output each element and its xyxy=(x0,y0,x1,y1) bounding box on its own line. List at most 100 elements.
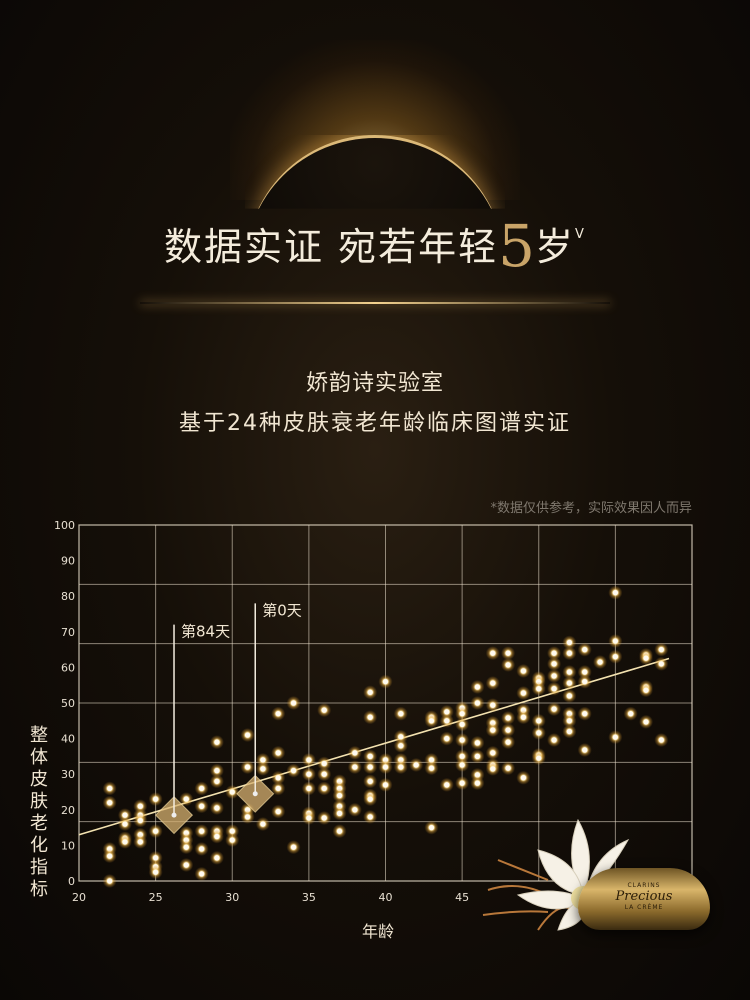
data-point xyxy=(214,778,220,784)
data-point xyxy=(566,718,573,724)
data-point xyxy=(367,796,373,802)
data-point xyxy=(566,680,573,686)
annotation-label: 第0天 xyxy=(262,601,302,619)
data-point xyxy=(612,638,618,644)
data-point xyxy=(444,736,450,742)
data-point xyxy=(643,719,649,725)
data-point xyxy=(474,753,481,760)
y-tick-label: 70 xyxy=(61,626,75,639)
subtitle-lab: 娇韵诗实验室 xyxy=(305,371,444,396)
data-point xyxy=(137,817,143,824)
data-point xyxy=(321,771,327,777)
x-tick-label: 35 xyxy=(302,891,316,904)
data-point xyxy=(490,650,496,656)
data-point xyxy=(536,686,542,692)
y-axis-label: 整体皮肤老化指标 xyxy=(30,725,48,900)
data-point xyxy=(321,707,327,713)
data-point xyxy=(336,828,343,834)
x-tick-label: 20 xyxy=(72,891,86,904)
data-point xyxy=(505,662,511,668)
data-point xyxy=(321,760,327,767)
data-point xyxy=(199,803,205,809)
data-point xyxy=(244,814,251,820)
data-point xyxy=(367,753,373,760)
marker-center xyxy=(252,791,258,797)
data-point xyxy=(582,711,588,717)
data-point xyxy=(153,869,159,875)
y-tick-label: 10 xyxy=(61,839,75,852)
y-tick-label: 80 xyxy=(61,590,75,603)
data-point xyxy=(137,803,143,809)
x-tick-label: 40 xyxy=(379,891,393,904)
headline-main: 数据实证 宛若年轻 xyxy=(164,225,499,269)
data-point xyxy=(398,711,404,717)
product-name: Precious xyxy=(615,889,673,904)
data-point xyxy=(566,693,573,699)
data-point xyxy=(306,757,312,763)
data-point xyxy=(122,839,128,845)
data-point xyxy=(505,650,511,656)
data-point xyxy=(428,825,435,831)
data-point xyxy=(444,718,450,724)
data-point xyxy=(107,800,113,806)
data-point xyxy=(290,844,297,850)
data-point xyxy=(597,659,603,665)
data-point xyxy=(122,812,128,818)
y-tick-label: 100 xyxy=(54,519,75,532)
data-point xyxy=(582,747,588,753)
data-point xyxy=(505,727,511,733)
data-point xyxy=(382,782,389,788)
headline-unit: 岁 xyxy=(535,225,576,269)
data-point xyxy=(551,686,557,692)
data-point xyxy=(582,679,588,685)
data-point xyxy=(153,796,159,802)
data-point xyxy=(229,789,235,795)
data-point xyxy=(520,690,527,696)
data-point xyxy=(107,878,113,884)
data-point xyxy=(214,805,220,811)
data-point xyxy=(520,714,527,720)
data-point xyxy=(183,796,189,802)
x-tick-label: 25 xyxy=(149,891,163,904)
data-point xyxy=(551,706,557,712)
data-point xyxy=(551,650,557,656)
data-point xyxy=(566,669,573,675)
data-point xyxy=(658,647,664,653)
data-point xyxy=(628,711,634,717)
data-point xyxy=(306,785,312,792)
data-point xyxy=(290,768,297,774)
annotation-label: 第84天 xyxy=(181,623,230,641)
data-point xyxy=(582,669,588,675)
data-point xyxy=(551,661,557,667)
x-axis-label: 年龄 xyxy=(362,922,395,941)
data-point xyxy=(153,855,159,861)
data-point xyxy=(551,737,557,743)
data-point xyxy=(474,780,481,786)
data-point xyxy=(490,750,496,756)
data-point xyxy=(612,734,618,740)
data-point xyxy=(536,755,542,761)
data-point xyxy=(214,855,220,861)
data-point xyxy=(107,853,113,859)
data-point xyxy=(382,679,389,685)
product-brand: CLARINS xyxy=(627,882,661,889)
data-point xyxy=(643,687,649,693)
data-point xyxy=(199,846,205,852)
data-point xyxy=(137,839,143,845)
data-point xyxy=(612,590,618,596)
data-point xyxy=(398,743,404,749)
data-point xyxy=(490,727,496,733)
data-point xyxy=(275,711,281,717)
data-point xyxy=(505,715,511,721)
product-jar-image: CLARINS Precious LA CRÈME xyxy=(578,868,710,930)
data-point xyxy=(199,785,205,792)
y-tick-label: 50 xyxy=(61,697,75,710)
y-tick-label: 30 xyxy=(61,768,75,781)
data-point xyxy=(658,661,664,667)
data-point xyxy=(352,807,358,813)
data-point xyxy=(474,772,481,778)
data-point xyxy=(444,709,450,715)
data-point xyxy=(214,833,220,840)
data-point xyxy=(582,647,588,653)
data-point xyxy=(459,762,465,768)
